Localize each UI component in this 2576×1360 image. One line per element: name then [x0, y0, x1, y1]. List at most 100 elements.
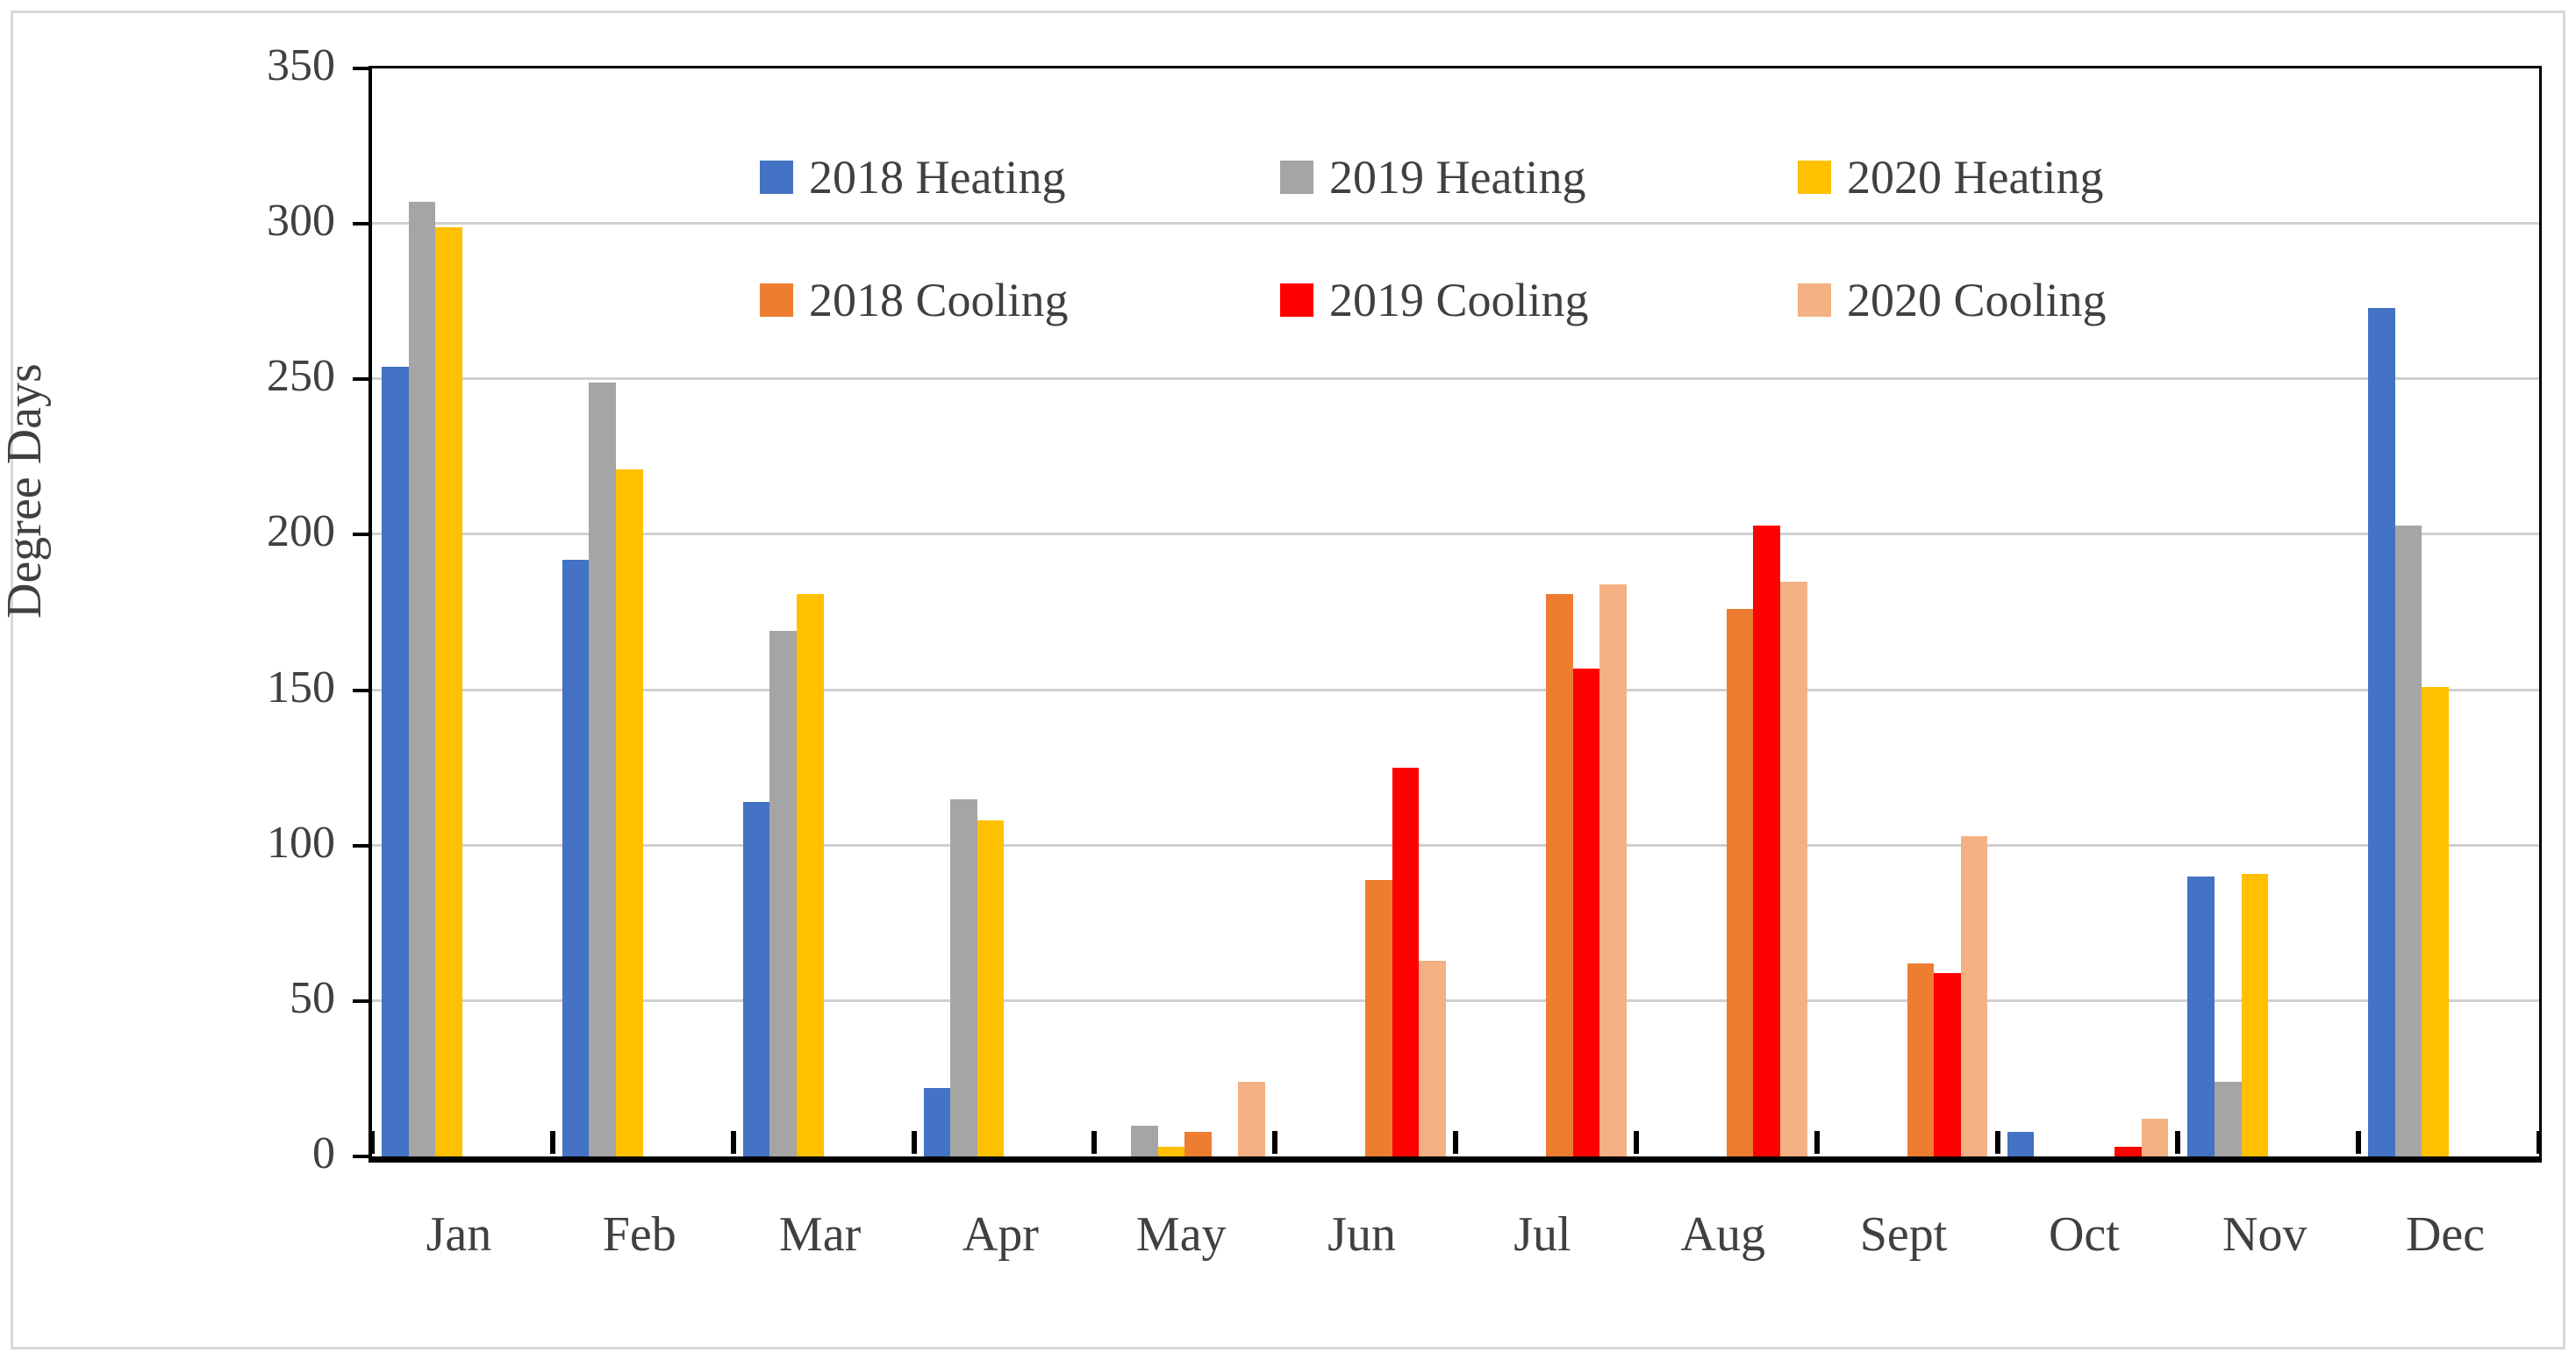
- bar-2020-cooling-jul: [1599, 584, 1627, 1156]
- legend-item-2018-cooling: 2018 Cooling: [760, 275, 1069, 326]
- bar-groups: [372, 68, 2539, 1156]
- bar-2018-heating-jan: [382, 367, 409, 1156]
- y-axis-tick-0: [353, 1155, 370, 1158]
- legend-swatch-icon-2018-heating: [760, 161, 793, 194]
- legend-swatch-icon-2020-heating: [1798, 161, 1831, 194]
- month-label-mar: Mar: [778, 1207, 862, 1262]
- bar-group-feb: [553, 68, 733, 1156]
- bar-2019-cooling-sept: [1934, 973, 1961, 1156]
- bar-2018-heating-dec: [2368, 308, 2395, 1156]
- plot-area: 2018 Heating 2019 Heating 2020 Heating 2018…: [369, 66, 2542, 1163]
- month-label-may: May: [1135, 1207, 1227, 1262]
- legend-swatch-icon-2020-cooling: [1798, 283, 1831, 317]
- gridline-150: [372, 688, 2539, 691]
- bar-group-sept: [1817, 68, 1998, 1156]
- legend-label-2020-heating: 2020 Heating: [1847, 151, 2104, 204]
- bar-group-oct: [1998, 68, 2179, 1156]
- x-axis-tick-7: [1633, 1131, 1639, 1154]
- y-axis-tick-350: [353, 67, 370, 70]
- bar-2019-heating-mar: [769, 631, 797, 1156]
- month-label-oct: Oct: [2048, 1207, 2120, 1262]
- bar-2019-cooling-jul: [1572, 669, 1600, 1156]
- bar-2018-cooling-may: [1184, 1132, 1212, 1156]
- legend-label-2020-cooling: 2020 Cooling: [1847, 274, 2107, 326]
- x-axis-tick-1: [549, 1131, 555, 1154]
- gridline-100: [372, 843, 2539, 847]
- y-axis-tick-200: [353, 533, 370, 537]
- legend-item-2019-heating: 2019 Heating: [1280, 152, 1585, 203]
- bar-group-dec: [2358, 68, 2539, 1156]
- gridline-200: [372, 533, 2539, 536]
- y-tick-label-50: 50: [290, 972, 335, 1023]
- month-label-sept: Sept: [1859, 1207, 1948, 1262]
- month-label-feb: Feb: [602, 1207, 676, 1262]
- bar-2020-heating-feb: [616, 469, 643, 1156]
- x-axis-tick-4: [1091, 1131, 1098, 1154]
- x-axis-tick-10: [2175, 1131, 2181, 1154]
- legend-label-2019-cooling: 2019 Cooling: [1329, 274, 1589, 326]
- bar-2018-heating-apr: [923, 1088, 951, 1156]
- x-axis-tick-8: [1814, 1131, 1820, 1154]
- y-axis-tick-250: [353, 377, 370, 382]
- bar-group-nov: [2178, 68, 2358, 1156]
- bar-2019-cooling-jun: [1392, 768, 1420, 1156]
- legend-swatch-icon-2019-heating: [1280, 161, 1313, 194]
- bar-group-jun: [1275, 68, 1456, 1156]
- y-axis-tick-300: [353, 222, 370, 226]
- bar-2020-heating-may: [1157, 1147, 1185, 1156]
- bar-2018-heating-mar: [742, 802, 770, 1156]
- legend-item-2020-cooling: 2020 Cooling: [1798, 275, 2107, 326]
- bar-2018-cooling-aug: [1726, 609, 1754, 1156]
- legend-item-2018-heating: 2018 Heating: [760, 152, 1065, 203]
- bar-2019-heating-nov: [2214, 1082, 2242, 1156]
- month-label-jan: Jan: [426, 1207, 492, 1262]
- bar-2020-cooling-may: [1238, 1082, 1266, 1156]
- month-label-nov: Nov: [2222, 1207, 2308, 1262]
- x-axis-tick-5: [1272, 1131, 1278, 1154]
- bar-2019-heating-may: [1130, 1126, 1158, 1156]
- bar-2018-heating-feb: [562, 560, 590, 1156]
- y-axis-tick-50: [353, 999, 370, 1003]
- y-axis-tick-100: [353, 843, 370, 848]
- bar-2020-heating-apr: [977, 820, 1005, 1156]
- x-axis-tick-11: [2356, 1131, 2362, 1154]
- bar-2019-heating-feb: [589, 383, 617, 1156]
- bar-2020-cooling-sept: [1960, 836, 1988, 1156]
- bar-2019-cooling-aug: [1753, 526, 1780, 1156]
- bar-2020-cooling-jun: [1419, 961, 1446, 1156]
- y-axis-tick-150: [353, 688, 370, 692]
- y-tick-label-300: 300: [267, 196, 335, 247]
- bar-2020-cooling-oct: [2141, 1119, 2169, 1156]
- legend-item-2020-heating: 2020 Heating: [1798, 152, 2103, 203]
- bar-2020-heating-mar: [796, 594, 824, 1156]
- bar-2019-heating-apr: [950, 799, 977, 1156]
- y-tick-label-150: 150: [267, 662, 335, 712]
- x-axis-tick-3: [911, 1131, 917, 1154]
- month-label-apr: Apr: [962, 1207, 1039, 1262]
- bar-2018-heating-nov: [2187, 877, 2215, 1156]
- chart-outer-border: [11, 11, 2565, 1349]
- month-label-jun: Jun: [1327, 1207, 1396, 1262]
- bar-group-apr: [914, 68, 1095, 1156]
- bar-2018-heating-oct: [2007, 1132, 2035, 1156]
- bar-2019-heating-dec: [2394, 526, 2422, 1156]
- legend-swatch-icon-2018-cooling: [760, 283, 793, 317]
- bar-2020-heating-dec: [2422, 687, 2450, 1156]
- bar-2020-cooling-aug: [1779, 582, 1807, 1156]
- y-tick-label-250: 250: [267, 351, 335, 402]
- bar-2020-heating-nov: [2241, 874, 2269, 1156]
- bar-2020-heating-jan: [435, 227, 462, 1156]
- gridline-300: [372, 222, 2539, 225]
- bar-group-may: [1094, 68, 1275, 1156]
- y-tick-label-350: 350: [267, 40, 335, 90]
- bar-group-mar: [733, 68, 914, 1156]
- legend-label-2018-heating: 2018 Heating: [809, 151, 1066, 204]
- month-label-aug: Aug: [1680, 1207, 1765, 1262]
- gridline-250: [372, 377, 2539, 381]
- x-axis-tick-12: [2537, 1131, 2542, 1154]
- y-tick-label-100: 100: [267, 817, 335, 868]
- bar-2018-cooling-jul: [1545, 594, 1573, 1156]
- bar-2019-heating-jan: [408, 202, 436, 1156]
- legend-swatch-icon-2019-cooling: [1280, 283, 1313, 317]
- y-tick-label-0: 0: [312, 1128, 335, 1178]
